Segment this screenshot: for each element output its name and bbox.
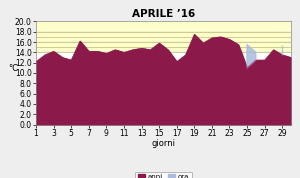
Y-axis label: °C: °C xyxy=(9,64,19,73)
Bar xyxy=(36,21,291,52)
X-axis label: giorni: giorni xyxy=(152,139,176,148)
Legend: anni, ora: anni, ora xyxy=(135,172,192,178)
Title: APRILE ’16: APRILE ’16 xyxy=(132,9,195,19)
